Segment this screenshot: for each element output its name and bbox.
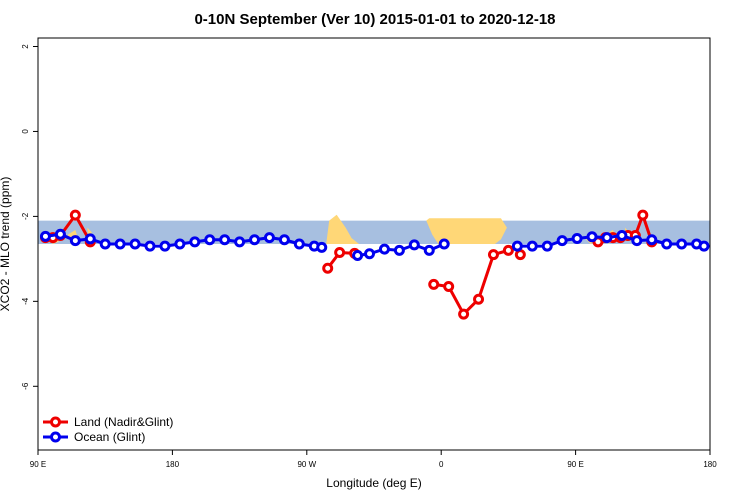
land-point-2-5: [502, 244, 514, 256]
ocean-point-0-16: [278, 234, 290, 246]
ocean-point-2-2: [541, 240, 553, 252]
land-point-2-2: [458, 308, 470, 320]
ocean-point-0-7: [144, 240, 156, 252]
land-point-0-3: [69, 209, 81, 221]
y-axis: 2 0 -2 -4 -6: [21, 44, 38, 390]
land-point-2-1: [443, 280, 455, 292]
x-tick-label-5: 180: [703, 460, 717, 469]
ocean-point-2-11: [676, 238, 688, 250]
ocean-point-2-13: [698, 240, 710, 252]
x-tick-label-0: 90 E: [30, 460, 46, 469]
land-series-line-2: [433, 248, 509, 316]
ocean-point-0-3: [84, 233, 96, 245]
land-point-3-0: [514, 249, 526, 261]
ocean-point-0-14: [249, 234, 261, 246]
ocean-point-1-5: [423, 244, 435, 256]
legend-land-marker: [50, 416, 61, 428]
ocean-point-2-10: [661, 238, 673, 250]
series-layer: [39, 209, 710, 320]
ocean-point-2-4: [571, 232, 583, 244]
ocean-point-0-0: [39, 230, 51, 242]
ocean-point-0-4: [99, 238, 111, 250]
y-tick-label-3: -4: [21, 297, 30, 305]
x-tick-label-3: 0: [439, 460, 444, 469]
land-point-4-6: [637, 209, 649, 221]
ocean-point-1-2: [378, 243, 390, 255]
ocean-point-2-7: [616, 230, 628, 242]
map-land-africa: [426, 218, 507, 244]
legend-land-label: Land (Nadir&Glint): [74, 415, 173, 429]
ocean-point-0-8: [159, 240, 171, 252]
y-tick-label-4: -6: [21, 382, 30, 390]
y-tick-label-0: 2: [21, 44, 30, 49]
ocean-point-2-6: [601, 232, 613, 244]
y-axis-label: XCO2 - MLO trend (ppm): [0, 177, 12, 312]
ocean-point-0-13: [234, 236, 246, 248]
ocean-point-0-10: [189, 236, 201, 248]
ocean-point-0-19: [316, 241, 328, 253]
ocean-point-1-4: [408, 239, 420, 251]
legend: Land (Nadir&Glint) Ocean (Glint): [43, 415, 173, 444]
ocean-point-0-5: [114, 238, 126, 250]
ocean-point-2-8: [631, 235, 643, 247]
ocean-point-1-3: [393, 244, 405, 256]
ocean-point-2-3: [556, 235, 568, 247]
land-point-2-3: [473, 293, 485, 305]
ocean-point-0-11: [204, 234, 216, 246]
x-tick-label-2: 90 W: [297, 460, 316, 469]
chart-title: 0-10N September (Ver 10) 2015-01-01 to 2…: [194, 11, 555, 28]
x-axis: 90 E 180 90 W 0 90 E 180: [30, 450, 717, 469]
ocean-point-1-1: [364, 248, 376, 260]
ocean-point-0-12: [219, 234, 231, 246]
ocean-point-2-5: [586, 231, 598, 243]
legend-ocean-marker: [50, 431, 61, 443]
ocean-point-0-1: [54, 228, 66, 240]
map-land-south-america: [326, 214, 360, 244]
land-point-1-1: [334, 246, 346, 258]
x-tick-label-1: 180: [166, 460, 180, 469]
x-axis-label: Longitude (deg E): [326, 476, 421, 490]
ocean-point-2-1: [526, 240, 538, 252]
ocean-point-0-9: [174, 238, 186, 250]
y-tick-label-2: -2: [21, 212, 30, 220]
ocean-point-0-2: [69, 235, 81, 247]
ocean-point-2-0: [511, 240, 523, 252]
ocean-point-0-6: [129, 238, 141, 250]
y-tick-label-1: 0: [21, 129, 30, 134]
land-point-2-0: [428, 278, 440, 290]
ocean-point-0-17: [293, 238, 305, 250]
x-tick-label-4: 90 E: [567, 460, 583, 469]
plot-frame: [37, 37, 711, 451]
land-point-1-0: [322, 262, 334, 274]
ocean-point-1-6: [438, 238, 450, 250]
ocean-point-2-9: [646, 234, 658, 246]
ocean-point-1-0: [352, 249, 364, 261]
legend-ocean-label: Ocean (Glint): [74, 430, 145, 444]
land-point-2-4: [487, 249, 499, 261]
ocean-point-0-15: [263, 232, 275, 244]
